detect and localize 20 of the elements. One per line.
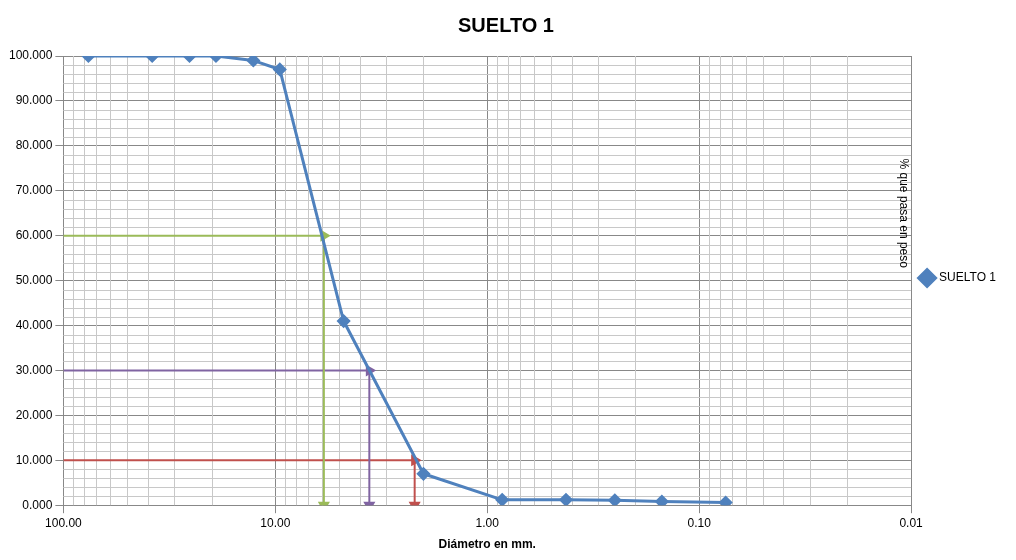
- y-axis-title: % que pasa en peso: [896, 158, 911, 269]
- y-tick-label: 100.000: [8, 48, 53, 63]
- legend-label: SUELTO 1: [939, 270, 997, 285]
- chart-title: SUELTO 1: [458, 13, 554, 36]
- y-tick-label: 50.000: [15, 272, 53, 287]
- y-tick-label: 10.000: [15, 452, 53, 467]
- y-tick-label: 20.000: [15, 407, 53, 422]
- y-tick-label: 30.000: [15, 362, 53, 377]
- y-tick-label: 80.000: [15, 138, 53, 153]
- x-tick-label: 0.10: [687, 515, 712, 530]
- y-tick-label: 0.000: [22, 497, 53, 512]
- x-tick-label: 0.01: [899, 515, 924, 530]
- y-tick-label: 40.000: [15, 317, 53, 332]
- x-axis-title: Diámetro en mm.: [438, 537, 536, 552]
- x-tick-label: 10.00: [260, 515, 291, 530]
- x-tick-label: 100.00: [45, 515, 83, 530]
- y-tick-label: 90.000: [15, 93, 53, 108]
- y-tick-label: 60.000: [15, 227, 53, 242]
- y-tick-label: 70.000: [15, 183, 53, 198]
- x-tick-label: 1.00: [475, 515, 500, 530]
